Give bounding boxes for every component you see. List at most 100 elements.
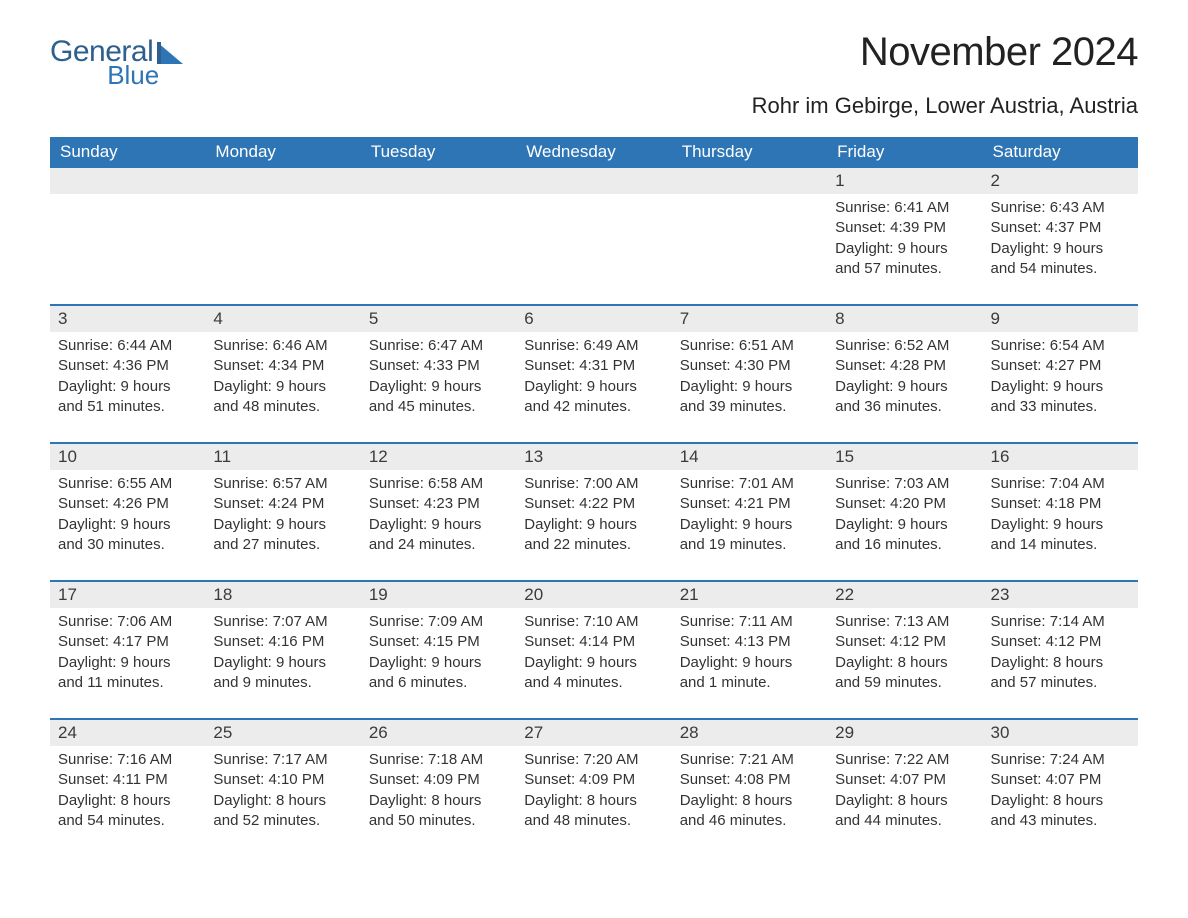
daylight-line-1: Daylight: 8 hours: [524, 791, 663, 811]
weekday-header: Sunday: [50, 137, 205, 168]
week-spacer: [50, 423, 1138, 443]
day-cell: Sunrise: 7:00 AMSunset: 4:22 PMDaylight:…: [516, 470, 671, 561]
sunrise-line: Sunrise: 7:03 AM: [835, 474, 974, 494]
page-subtitle: Rohr im Gebirge, Lower Austria, Austria: [50, 93, 1138, 119]
day-number: 10: [50, 444, 205, 470]
day-number: 4: [205, 306, 360, 332]
daylight-line-2: and 54 minutes.: [58, 811, 197, 831]
day-cell: Sunrise: 7:04 AMSunset: 4:18 PMDaylight:…: [983, 470, 1138, 561]
day-cell: Sunrise: 6:57 AMSunset: 4:24 PMDaylight:…: [205, 470, 360, 561]
sunset-line: Sunset: 4:10 PM: [213, 770, 352, 790]
day-number: 19: [361, 582, 516, 608]
sunset-line: Sunset: 4:09 PM: [369, 770, 508, 790]
day-cell: Sunrise: 6:58 AMSunset: 4:23 PMDaylight:…: [361, 470, 516, 561]
daylight-line-2: and 39 minutes.: [680, 397, 819, 417]
day-cell: Sunrise: 7:07 AMSunset: 4:16 PMDaylight:…: [205, 608, 360, 699]
daylight-line-2: and 54 minutes.: [991, 259, 1130, 279]
sunset-line: Sunset: 4:07 PM: [991, 770, 1130, 790]
day-number-row: 3456789: [50, 306, 1138, 332]
daylight-line-1: Daylight: 9 hours: [524, 515, 663, 535]
week-spacer: [50, 561, 1138, 581]
day-number: 11: [205, 444, 360, 470]
daylight-line-1: Daylight: 8 hours: [991, 791, 1130, 811]
day-cell: Sunrise: 7:10 AMSunset: 4:14 PMDaylight:…: [516, 608, 671, 699]
day-number: 28: [672, 720, 827, 746]
day-content-row: Sunrise: 7:16 AMSunset: 4:11 PMDaylight:…: [50, 746, 1138, 837]
day-number-empty: [361, 168, 516, 194]
daylight-line-1: Daylight: 9 hours: [991, 515, 1130, 535]
day-number: 29: [827, 720, 982, 746]
logo: General Blue: [50, 30, 183, 87]
daylight-line-1: Daylight: 8 hours: [58, 791, 197, 811]
sunrise-line: Sunrise: 6:47 AM: [369, 336, 508, 356]
sunset-line: Sunset: 4:20 PM: [835, 494, 974, 514]
weekday-header: Wednesday: [516, 137, 671, 168]
day-content-row: Sunrise: 6:44 AMSunset: 4:36 PMDaylight:…: [50, 332, 1138, 423]
day-cell: Sunrise: 7:17 AMSunset: 4:10 PMDaylight:…: [205, 746, 360, 837]
sunset-line: Sunset: 4:36 PM: [58, 356, 197, 376]
day-cell: Sunrise: 7:14 AMSunset: 4:12 PMDaylight:…: [983, 608, 1138, 699]
daylight-line-2: and 42 minutes.: [524, 397, 663, 417]
day-number-empty: [50, 168, 205, 194]
day-number: 27: [516, 720, 671, 746]
day-number-empty: [516, 168, 671, 194]
day-cell: [50, 194, 205, 285]
day-number: 24: [50, 720, 205, 746]
sunset-line: Sunset: 4:16 PM: [213, 632, 352, 652]
day-cell: Sunrise: 6:52 AMSunset: 4:28 PMDaylight:…: [827, 332, 982, 423]
weekday-header: Thursday: [672, 137, 827, 168]
day-cell: Sunrise: 6:55 AMSunset: 4:26 PMDaylight:…: [50, 470, 205, 561]
sunset-line: Sunset: 4:33 PM: [369, 356, 508, 376]
header: General Blue November 2024: [50, 30, 1138, 87]
sunrise-line: Sunrise: 7:10 AM: [524, 612, 663, 632]
day-number: 18: [205, 582, 360, 608]
calendar: SundayMondayTuesdayWednesdayThursdayFrid…: [50, 137, 1138, 837]
daylight-line-2: and 4 minutes.: [524, 673, 663, 693]
day-number: 8: [827, 306, 982, 332]
sunset-line: Sunset: 4:31 PM: [524, 356, 663, 376]
weekday-header: Friday: [827, 137, 982, 168]
day-cell: Sunrise: 6:54 AMSunset: 4:27 PMDaylight:…: [983, 332, 1138, 423]
daylight-line-2: and 9 minutes.: [213, 673, 352, 693]
daylight-line-2: and 50 minutes.: [369, 811, 508, 831]
sunset-line: Sunset: 4:12 PM: [835, 632, 974, 652]
day-number: 5: [361, 306, 516, 332]
daylight-line-2: and 52 minutes.: [213, 811, 352, 831]
weekday-header: Saturday: [983, 137, 1138, 168]
daylight-line-1: Daylight: 9 hours: [524, 653, 663, 673]
daylight-line-1: Daylight: 9 hours: [369, 515, 508, 535]
sunrise-line: Sunrise: 6:54 AM: [991, 336, 1130, 356]
day-number: 26: [361, 720, 516, 746]
daylight-line-1: Daylight: 9 hours: [835, 515, 974, 535]
day-number: 2: [983, 168, 1138, 194]
daylight-line-1: Daylight: 9 hours: [524, 377, 663, 397]
day-number: 3: [50, 306, 205, 332]
daylight-line-2: and 19 minutes.: [680, 535, 819, 555]
day-number-row: 17181920212223: [50, 582, 1138, 608]
daylight-line-1: Daylight: 9 hours: [58, 653, 197, 673]
daylight-line-1: Daylight: 9 hours: [991, 239, 1130, 259]
daylight-line-2: and 14 minutes.: [991, 535, 1130, 555]
day-number: 25: [205, 720, 360, 746]
sunrise-line: Sunrise: 7:09 AM: [369, 612, 508, 632]
day-cell: Sunrise: 6:47 AMSunset: 4:33 PMDaylight:…: [361, 332, 516, 423]
sunrise-line: Sunrise: 7:16 AM: [58, 750, 197, 770]
day-cell: [516, 194, 671, 285]
day-number: 9: [983, 306, 1138, 332]
day-number: 1: [827, 168, 982, 194]
day-cell: Sunrise: 6:41 AMSunset: 4:39 PMDaylight:…: [827, 194, 982, 285]
sunrise-line: Sunrise: 6:51 AM: [680, 336, 819, 356]
day-number-row: 10111213141516: [50, 444, 1138, 470]
day-cell: Sunrise: 6:43 AMSunset: 4:37 PMDaylight:…: [983, 194, 1138, 285]
day-cell: Sunrise: 7:22 AMSunset: 4:07 PMDaylight:…: [827, 746, 982, 837]
daylight-line-2: and 11 minutes.: [58, 673, 197, 693]
daylight-line-1: Daylight: 9 hours: [213, 377, 352, 397]
daylight-line-1: Daylight: 8 hours: [991, 653, 1130, 673]
day-number-row: 12: [50, 168, 1138, 194]
daylight-line-1: Daylight: 9 hours: [213, 653, 352, 673]
daylight-line-2: and 51 minutes.: [58, 397, 197, 417]
day-number: 22: [827, 582, 982, 608]
day-cell: Sunrise: 7:11 AMSunset: 4:13 PMDaylight:…: [672, 608, 827, 699]
sunrise-line: Sunrise: 6:46 AM: [213, 336, 352, 356]
weekday-header: Monday: [205, 137, 360, 168]
